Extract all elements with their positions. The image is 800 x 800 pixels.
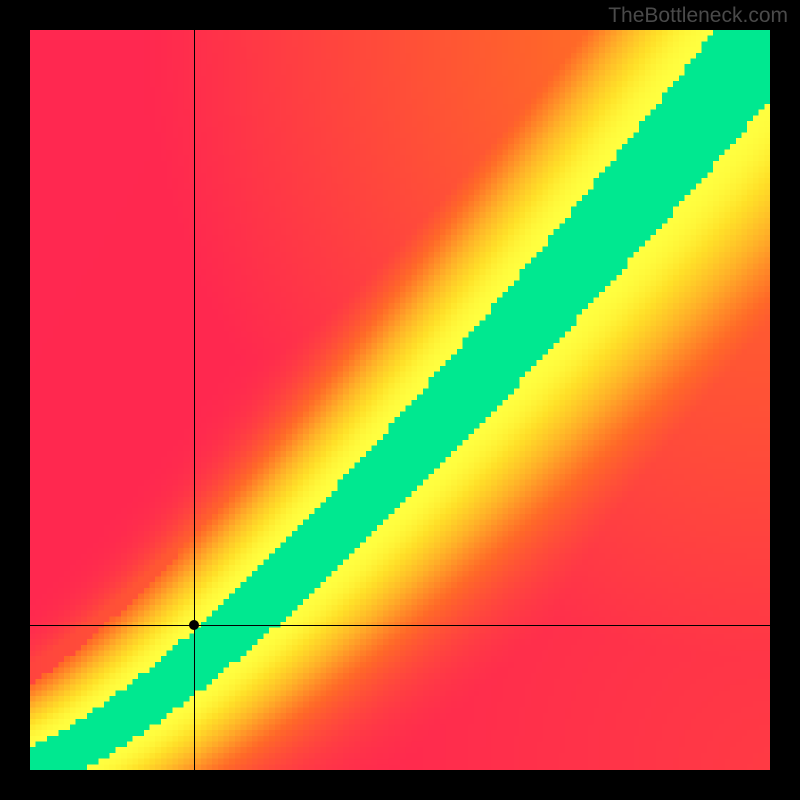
crosshair-horizontal <box>30 625 770 626</box>
heatmap-canvas <box>30 30 770 770</box>
heatmap-plot <box>30 30 770 770</box>
watermark-text: TheBottleneck.com <box>608 4 788 28</box>
crosshair-marker <box>189 620 199 630</box>
crosshair-vertical <box>194 30 195 770</box>
